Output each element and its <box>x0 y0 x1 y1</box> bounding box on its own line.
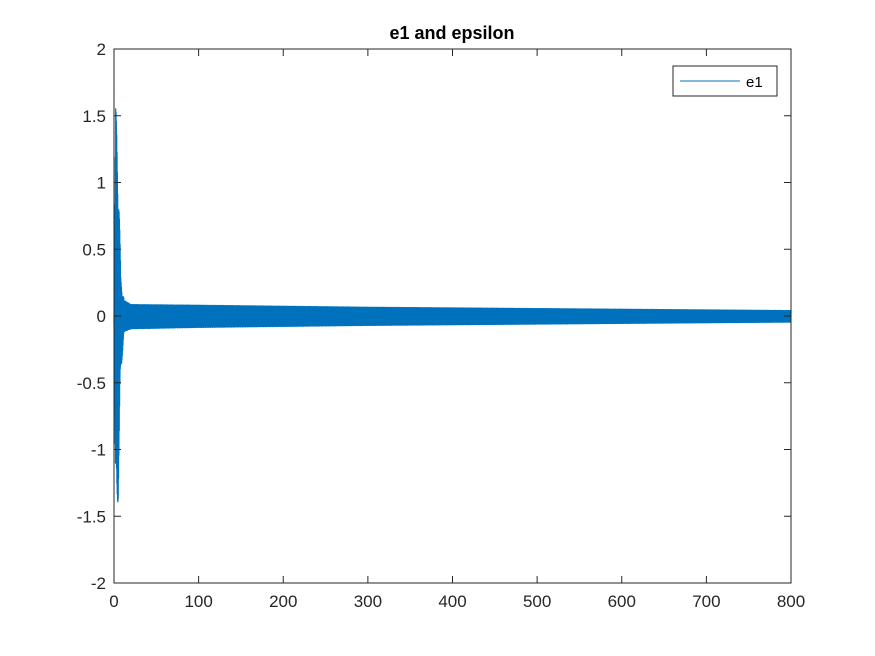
legend-entry-e1: e1 <box>746 74 763 91</box>
y-tick-label: 1.5 <box>82 107 106 126</box>
x-tick-label: 100 <box>184 592 212 611</box>
y-tick-label: 2 <box>97 40 106 59</box>
y-tick-label: -1.5 <box>77 507 106 526</box>
x-tick-label: 300 <box>354 592 382 611</box>
series-layer <box>113 108 792 503</box>
chart-title: e1 and epsilon <box>389 23 514 43</box>
y-tick-label: 0.5 <box>82 240 106 259</box>
series-line-e1 <box>113 108 792 503</box>
y-tick-label: -1 <box>91 441 106 460</box>
x-tick-label: 800 <box>777 592 805 611</box>
x-tick-label: 400 <box>438 592 466 611</box>
legend: e1 <box>672 65 778 97</box>
y-tick-label: -0.5 <box>77 374 106 393</box>
axes-layer: 0 100 200 300 400 500 600 700 800 -2 -1.5 -1 -0.5 0 0.… <box>77 40 805 611</box>
x-tick-label: 200 <box>269 592 297 611</box>
y-tick-label: 0 <box>97 307 106 326</box>
x-tick-label: 500 <box>523 592 551 611</box>
x-tick-label: 600 <box>608 592 636 611</box>
x-tick-label: 700 <box>692 592 720 611</box>
x-tick-label: 0 <box>109 592 118 611</box>
y-tick-label: -2 <box>91 574 106 593</box>
y-tick-label: 1 <box>97 174 106 193</box>
